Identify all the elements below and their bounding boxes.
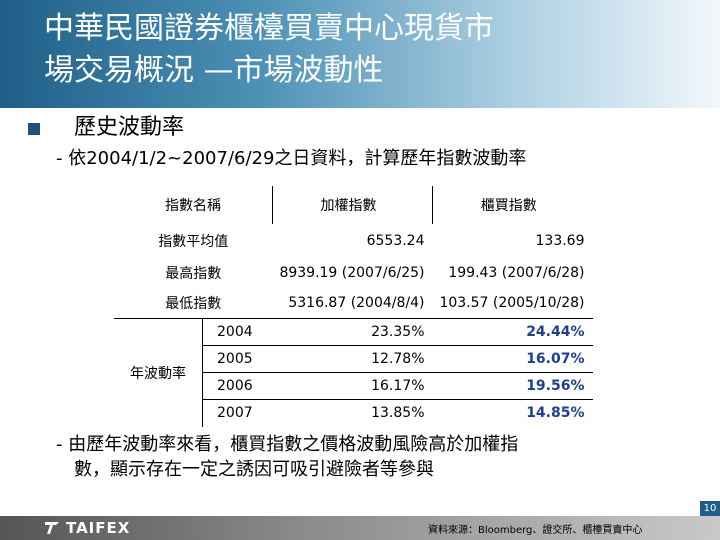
cell-taiex-average: 6553.24 xyxy=(366,233,425,249)
row-label-low: 最低指數 xyxy=(165,296,222,312)
page-number: 10 xyxy=(700,501,720,516)
table-row-2006: 2006 16.17% 19.56% xyxy=(114,372,593,400)
square-bullet-icon xyxy=(28,123,40,135)
intro-text: - 依2004/1/2~2007/6/29之日資料，計算歷年指數波動率 xyxy=(56,148,527,169)
table-row-2004: 年波動率 2004 23.35% 24.44% xyxy=(114,318,593,427)
cell-otc-low: 103.57 (2005/10/28) xyxy=(439,295,585,311)
cell-year: 2006 xyxy=(202,372,273,400)
row-label-high: 最高指數 xyxy=(165,266,222,282)
table-row-average: 指數平均值 6553.24 133.69 xyxy=(114,224,593,258)
slide-footer: TAIFEX 資料來源：Bloomberg、證交所、櫃檯買賣中心 xyxy=(0,516,720,540)
cell-year: 2007 xyxy=(202,399,273,427)
table-row-2005: 2005 12.78% 16.07% xyxy=(114,345,593,373)
header-taiex: 加權指數 xyxy=(272,186,433,224)
cell-year: 2004 xyxy=(202,318,273,346)
cell-otc-vol: 16.07% xyxy=(432,345,593,373)
table-row-high: 最高指數 8939.19 (2007/6/25) 199.43 (2007/6/… xyxy=(114,258,593,288)
logo-text: TAIFEX xyxy=(66,519,131,537)
taifex-logo-icon xyxy=(45,522,59,534)
cell-taiex-high: 8939.19 (2007/6/25) xyxy=(279,265,425,281)
row-label-volatility: 年波動率 xyxy=(114,318,203,427)
cell-otc-vol: 24.44% xyxy=(432,318,593,346)
conclusion-line-1: - 由歷年波動率來看，櫃買指數之價格波動風險高於加權指 xyxy=(56,434,519,455)
header-otc: 櫃買指數 xyxy=(480,198,537,214)
cell-year: 2005 xyxy=(202,345,273,373)
cell-taiex-vol: 23.35% xyxy=(272,318,433,346)
table-row-low: 最低指數 5316.87 (2004/8/4) 103.57 (2005/10/… xyxy=(114,288,593,319)
volatility-table: 指數名稱 加權指數 櫃買指數 指數平均值 6553.24 133.69 最高指數… xyxy=(114,186,593,427)
cell-otc-high: 199.43 (2007/6/28) xyxy=(448,265,585,281)
section-heading: 歷史波動率 xyxy=(74,115,185,140)
cell-taiex-vol: 13.85% xyxy=(272,399,433,427)
data-source: 資料來源：Bloomberg、證交所、櫃檯買賣中心 xyxy=(428,525,643,536)
cell-taiex-low: 5316.87 (2004/8/4) xyxy=(288,295,425,311)
cell-otc-vol: 19.56% xyxy=(432,372,593,400)
cell-taiex-vol: 16.17% xyxy=(272,372,433,400)
taifex-logo: TAIFEX xyxy=(44,519,131,537)
table-row-2007: 2007 13.85% 14.85% xyxy=(114,399,593,427)
conclusion-line-2: 數，顯示存在一定之誘因可吸引避險者等參與 xyxy=(74,459,434,480)
title-line-1: 中華民國證券櫃檯買賣中心現貨市 xyxy=(44,11,494,46)
table-header-row: 指數名稱 加權指數 櫃買指數 xyxy=(114,186,593,224)
cell-otc-average: 133.69 xyxy=(535,233,585,249)
slide-header: 中華民國證券櫃檯買賣中心現貨市 場交易概況 —市場波動性 xyxy=(0,0,720,108)
cell-otc-vol: 14.85% xyxy=(432,399,593,427)
conclusion-text: - 由歷年波動率來看，櫃買指數之價格波動風險高於加權指 數，顯示存在一定之誘因可… xyxy=(56,432,696,482)
title-line-2: 場交易概況 —市場波動性 xyxy=(44,53,384,88)
header-index-name: 指數名稱 xyxy=(114,186,273,224)
slide-title: 中華民國證券櫃檯買賣中心現貨市 場交易概況 —市場波動性 xyxy=(44,8,494,92)
cell-taiex-vol: 12.78% xyxy=(272,345,433,373)
row-label-average: 指數平均值 xyxy=(158,234,229,250)
